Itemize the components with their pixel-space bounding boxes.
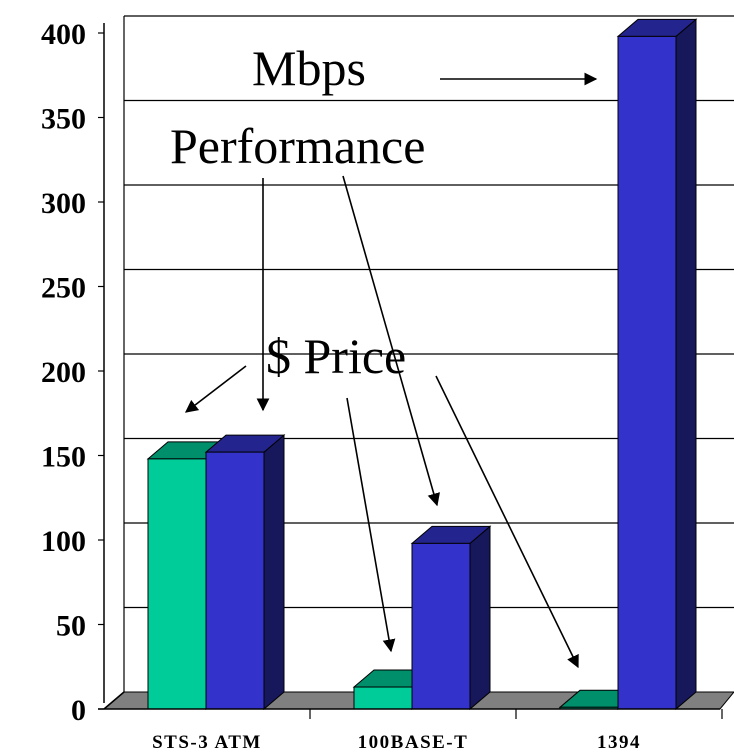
- annotation-arrow: [184, 365, 247, 413]
- y-tick-label: 300: [41, 187, 86, 220]
- bar-front: [205, 451, 265, 710]
- x-tick-label: 1394: [597, 732, 641, 753]
- x-tick-label: 100BASE-T: [358, 732, 469, 753]
- labels: 0 50 100 150 200 250 300 350 400 STS-3 ATM 100BASE…: [41, 18, 641, 753]
- bar-front: [411, 542, 471, 710]
- annotation-arrows: [184, 72, 598, 669]
- bar-side: [263, 434, 285, 711]
- y-tick-label: 350: [41, 103, 86, 136]
- bar-front: [353, 686, 413, 710]
- y-tick-label: 50: [56, 610, 86, 643]
- annotation-arrow: [435, 375, 579, 669]
- y-tick-label: 100: [41, 525, 86, 558]
- y-tick-label: 150: [41, 441, 86, 474]
- x-tick-label: STS-3 ATM: [152, 732, 262, 753]
- annotation-arrow: [346, 397, 396, 653]
- y-tick-label: 400: [41, 18, 86, 51]
- bar-front: [147, 458, 207, 710]
- annotation-price: $ Price: [266, 328, 406, 384]
- y-tick-label: 200: [41, 356, 86, 389]
- y-tick-label: 0: [71, 694, 86, 727]
- bars: [146, 18, 698, 711]
- bar: [410, 525, 492, 711]
- annotations: Mbps Performance $ Price: [170, 40, 425, 384]
- bar-side: [675, 18, 697, 711]
- bar: [204, 434, 286, 711]
- annotation-mbps: Mbps: [252, 40, 366, 96]
- annotation-performance: Performance: [170, 118, 425, 174]
- bar-side: [469, 525, 491, 711]
- annotation-arrow: [342, 175, 440, 507]
- bar-front: [617, 35, 677, 710]
- axes: [98, 23, 723, 719]
- bar: [616, 18, 698, 711]
- axis-corner: [103, 691, 125, 710]
- y-tick-label: 250: [41, 272, 86, 305]
